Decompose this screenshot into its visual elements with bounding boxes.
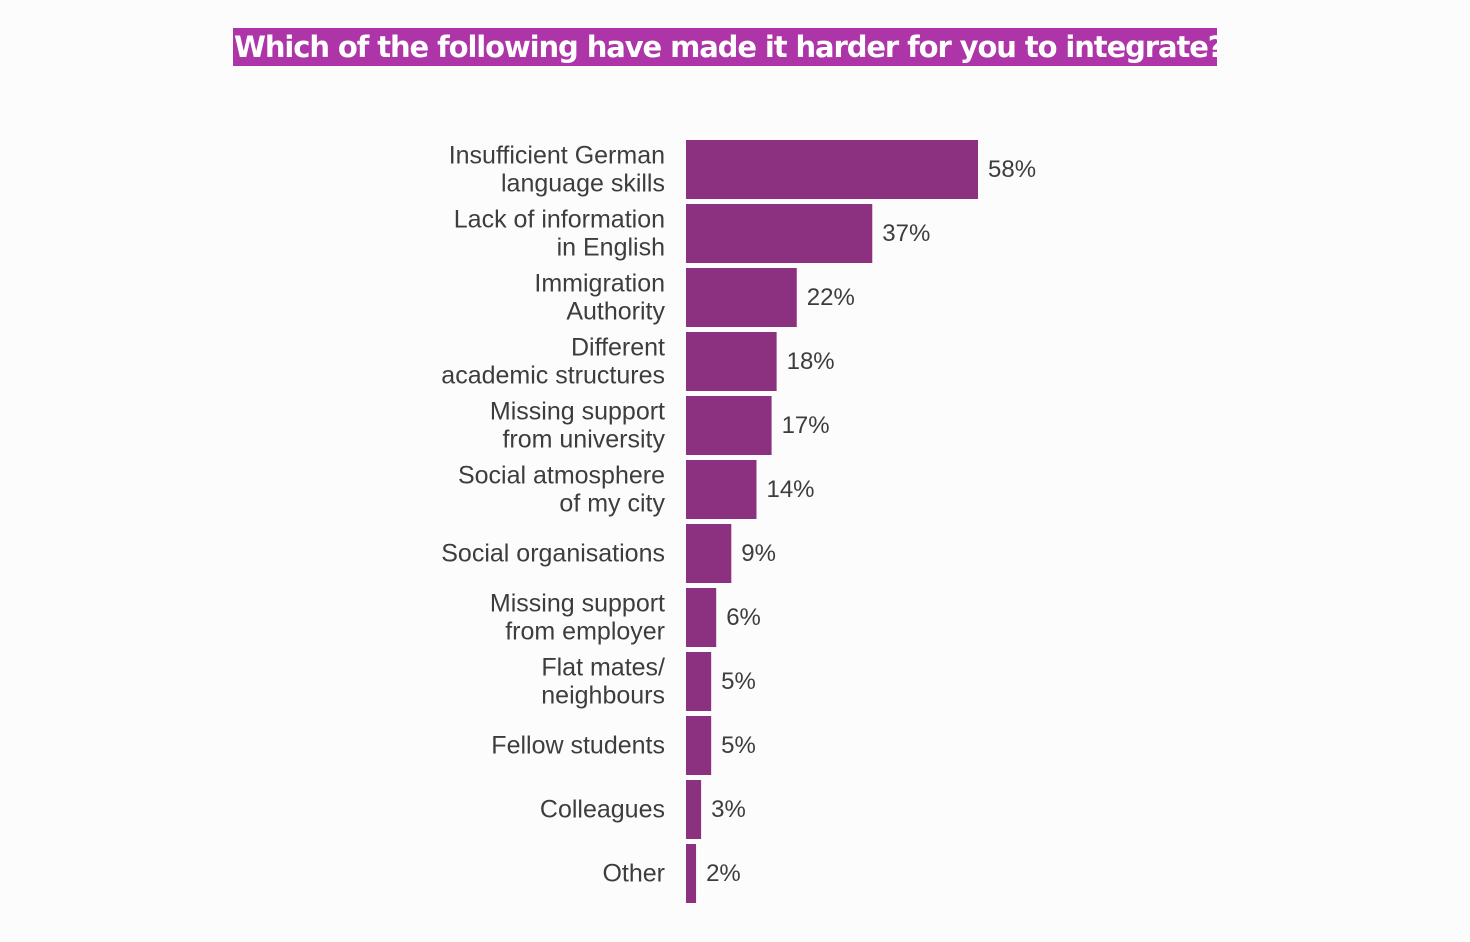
bar-7	[686, 588, 717, 647]
value-label-7: 6%	[726, 604, 761, 631]
value-label-2: 22%	[807, 284, 855, 311]
bar-8	[686, 652, 712, 711]
category-label-0-line-1: language skills	[501, 170, 665, 198]
value-label-6: 9%	[741, 540, 776, 567]
category-label-1-line-0: Lack of information	[454, 206, 665, 234]
bar-1	[686, 204, 873, 263]
value-label-10: 3%	[711, 796, 746, 823]
category-label-8-line-0: Flat mates/	[541, 654, 665, 682]
bar-2	[686, 268, 797, 327]
bar-6	[686, 524, 732, 583]
category-label-8-line-1: neighbours	[541, 682, 665, 710]
category-label-9-line-0: Fellow students	[491, 732, 665, 760]
value-label-4: 17%	[782, 412, 830, 439]
category-label-11-line-0: Other	[602, 860, 665, 888]
value-label-3: 18%	[787, 348, 835, 375]
category-label-4-line-1: from university	[502, 426, 665, 454]
category-label-2-line-0: Immigration	[534, 270, 665, 298]
category-label-1-line-1: in English	[557, 234, 665, 262]
category-label-5-line-0: Social atmosphere	[458, 462, 665, 490]
category-label-7-line-1: from employer	[505, 618, 665, 646]
chart-title: Which of the following have made it hard…	[233, 28, 1217, 66]
value-label-5: 14%	[766, 476, 814, 503]
value-label-9: 5%	[721, 732, 756, 759]
category-label-4-line-0: Missing support	[490, 398, 665, 426]
category-label-6-line-0: Social organisations	[441, 540, 665, 568]
value-label-8: 5%	[721, 668, 756, 695]
bar-5	[686, 460, 757, 519]
category-label-2-line-1: Authority	[566, 298, 665, 326]
category-label-3-line-1: academic structures	[441, 362, 665, 390]
value-label-1: 37%	[882, 220, 930, 247]
bar-9	[686, 716, 712, 775]
value-label-0: 58%	[988, 156, 1036, 183]
bar-4	[686, 396, 772, 455]
category-label-5-line-1: of my city	[559, 490, 665, 518]
category-label-7-line-0: Missing support	[490, 590, 665, 618]
bar-3	[686, 332, 777, 391]
category-label-3-line-0: Different	[571, 334, 665, 362]
bar-10	[686, 780, 702, 839]
value-label-11: 2%	[706, 860, 741, 887]
bar-11	[686, 844, 697, 903]
category-label-10-line-0: Colleagues	[540, 796, 665, 824]
category-label-0-line-0: Insufficient German	[449, 142, 665, 170]
bar-0	[686, 140, 978, 199]
